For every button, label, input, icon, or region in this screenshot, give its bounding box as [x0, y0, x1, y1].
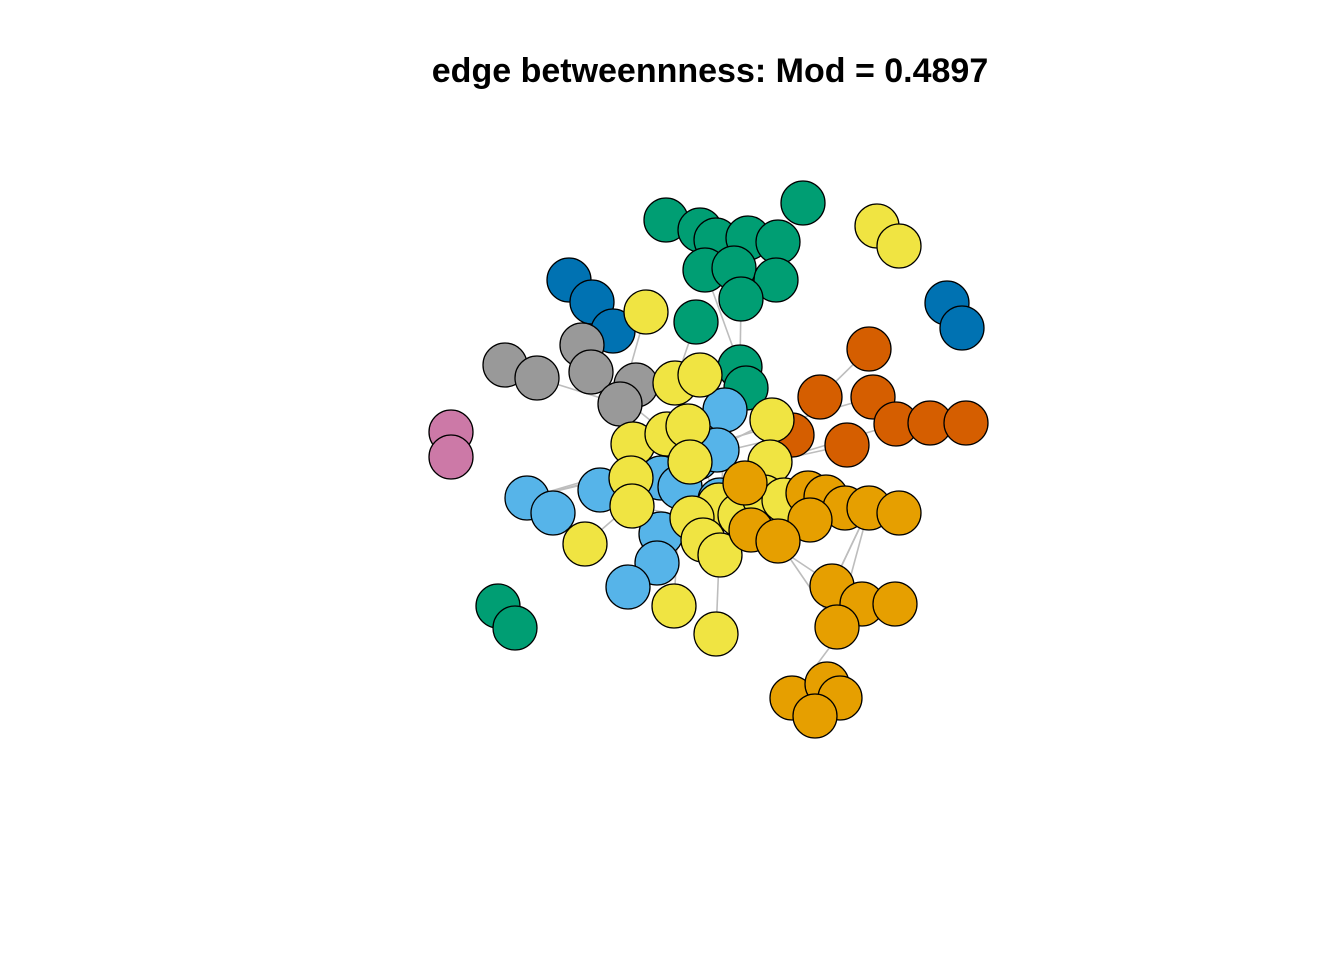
graph-node-yellow [562, 521, 608, 567]
graph-node-green [780, 180, 826, 226]
graph-node-gray [597, 381, 643, 427]
graph-node-yellow [651, 583, 697, 629]
graph-node-skyblue [605, 564, 651, 610]
plot-title: edge betweennness: Mod = 0.4897 [431, 52, 989, 90]
graph-node-yellow [623, 289, 669, 335]
graph-node-vermillion [797, 374, 843, 420]
graph-node-gray [568, 349, 614, 395]
graph-node-yellow [609, 483, 655, 529]
graph-node-orange [872, 581, 918, 627]
graph-node-yellow [693, 611, 739, 657]
graph-node-orange [792, 693, 838, 739]
graph-node-blue [939, 305, 985, 351]
graph-node-vermillion [846, 326, 892, 372]
graph-node-gray [514, 355, 560, 401]
graph-node-yellow [667, 439, 713, 485]
graph-node-skyblue [530, 490, 576, 536]
graph-node-yellow [876, 223, 922, 269]
graph-node-orange [722, 460, 768, 506]
graph-node-vermillion [824, 422, 870, 468]
graph-node-yellow [697, 532, 743, 578]
graph-node-yellow [677, 352, 723, 398]
graph-node-green [673, 299, 719, 345]
graph-node-orange [755, 518, 801, 564]
graph-node-pink [428, 434, 474, 480]
graph-node-vermillion [943, 400, 989, 446]
graph-node-orange [787, 497, 833, 543]
graph-node-green [755, 219, 801, 265]
graph-node-green [718, 276, 764, 322]
graph-node-orange [814, 604, 860, 650]
graph-node-orange [876, 490, 922, 536]
graph-node-green [492, 605, 538, 651]
graph-node-green [753, 257, 799, 303]
graph-node-yellow [749, 397, 795, 443]
node-layer [428, 180, 989, 739]
